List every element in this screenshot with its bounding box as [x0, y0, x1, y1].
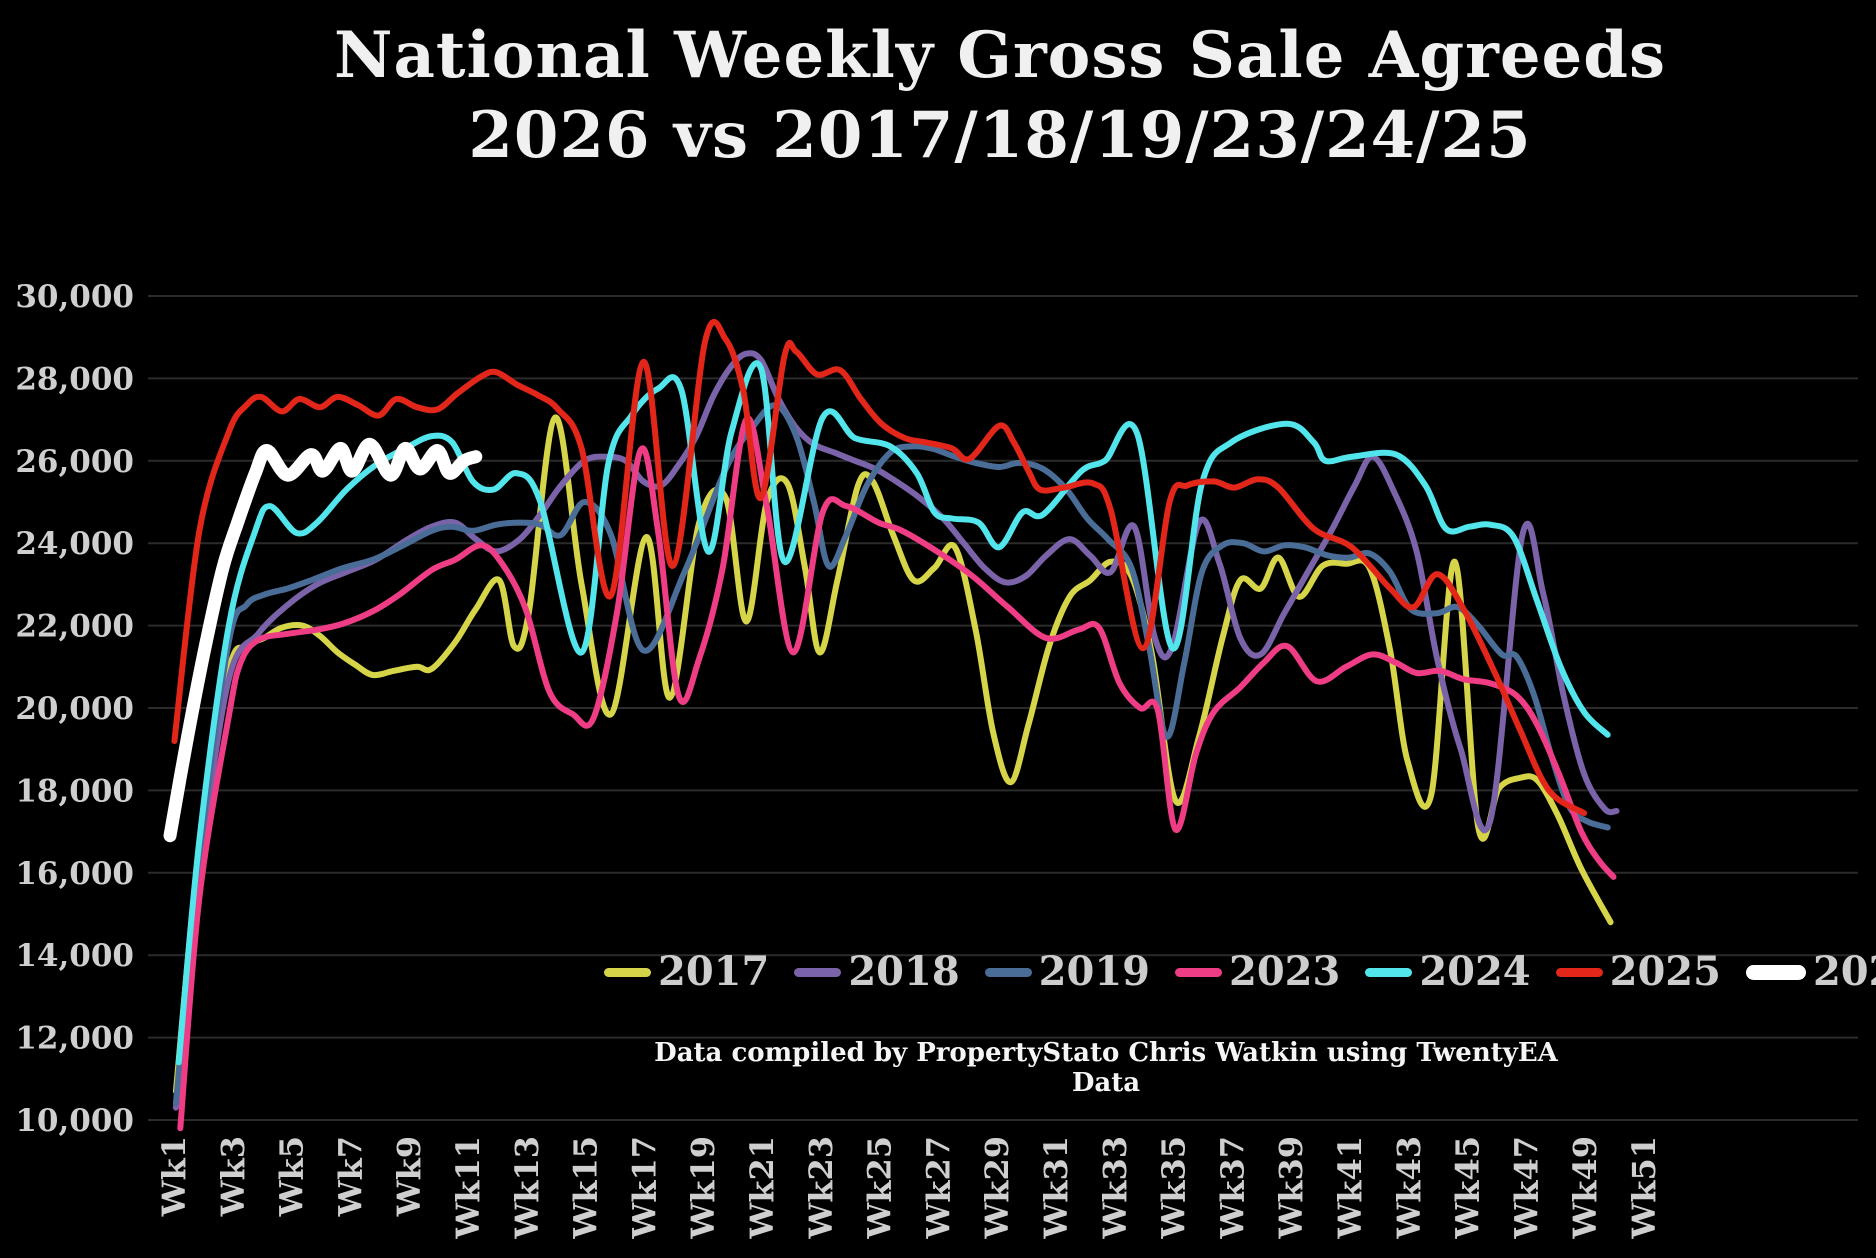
- x-tick-label: Wk21: [743, 1136, 781, 1240]
- chart-title-line1: National Weekly Gross Sale Agreeds: [333, 18, 1667, 93]
- legend-item-2026: 2026: [1745, 948, 1876, 995]
- legend-label-2026: 2026: [1812, 948, 1876, 995]
- y-tick-label: 24,000: [15, 526, 134, 562]
- x-tick-label: Wk9: [390, 1136, 428, 1217]
- x-tick-label: Wk49: [1566, 1136, 1604, 1240]
- y-tick-label: 26,000: [15, 444, 134, 480]
- legend-item-2024: 2024: [1365, 948, 1531, 995]
- x-tick-label: Wk27: [919, 1136, 957, 1240]
- y-tick-label: 16,000: [15, 856, 134, 892]
- legend-swatch-2019: [984, 967, 1032, 977]
- x-tick-label: Wk39: [1272, 1136, 1310, 1240]
- y-tick-label: 22,000: [15, 609, 134, 645]
- legend-item-2017: 2017: [604, 952, 769, 992]
- x-tick-label: Wk19: [684, 1136, 722, 1240]
- legend-label-2023: 2023: [1228, 948, 1341, 995]
- legend-item-2019: 2019: [984, 948, 1150, 995]
- x-tick-label: Wk25: [861, 1136, 899, 1240]
- legend-label-2017: 2017: [658, 948, 770, 995]
- legend-swatch-2026: [1745, 964, 1806, 980]
- series-line-2017: [172, 414, 1614, 1095]
- x-tick-label: Wk47: [1507, 1136, 1545, 1240]
- series-line-2024: [175, 360, 1611, 1066]
- y-tick-label: 20,000: [15, 691, 134, 727]
- legend-item-2023: 2023: [1174, 948, 1341, 995]
- legend-swatch-2025: [1555, 967, 1603, 977]
- legend-swatch-2018: [794, 967, 842, 977]
- x-tick-label: Wk51: [1625, 1136, 1663, 1240]
- series-line-2023: [177, 415, 1617, 1132]
- x-tick-label: Wk33: [1096, 1136, 1134, 1240]
- x-tick-label: Wk37: [1213, 1136, 1251, 1240]
- legend-item-2025: 2025: [1555, 948, 1721, 995]
- legend-swatch-2023: [1174, 967, 1222, 977]
- x-tick-label: Wk11: [449, 1136, 487, 1240]
- x-tick-label: Wk13: [508, 1136, 546, 1240]
- y-tick-label: 10,000: [15, 1103, 134, 1139]
- chart-title-line2: 2026 vs 2017/18/19/23/24/25: [468, 98, 1532, 173]
- legend-label-2025: 2025: [1609, 948, 1721, 995]
- x-tick-label: Wk1: [155, 1136, 193, 1217]
- x-tick-label: Wk41: [1331, 1136, 1369, 1240]
- legend-swatch-2017: [604, 967, 651, 977]
- y-tick-label: 14,000: [15, 938, 134, 974]
- y-tick-label: 28,000: [15, 361, 134, 397]
- series-line-2025: [171, 319, 1588, 817]
- y-tick-label: 18,000: [15, 773, 134, 809]
- x-tick-label: Wk35: [1155, 1136, 1193, 1240]
- data-source-caption: Data compiled by PropertyStato Chris Wat…: [654, 1038, 1558, 1098]
- x-tick-label: Wk5: [273, 1136, 311, 1217]
- x-tick-label: Wk45: [1449, 1136, 1487, 1240]
- legend-item-2018: 2018: [794, 948, 960, 995]
- x-tick-label: Wk29: [978, 1136, 1016, 1240]
- legend-label-2018: 2018: [848, 948, 960, 995]
- x-tick-label: Wk7: [331, 1136, 369, 1217]
- x-tick-label: Wk3: [214, 1136, 252, 1217]
- x-tick-label: Wk31: [1037, 1136, 1075, 1240]
- y-tick-label: 30,000: [15, 279, 134, 315]
- x-tick-label: Wk17: [625, 1136, 663, 1240]
- legend-swatch-2024: [1365, 967, 1413, 977]
- series-line-2019: [172, 402, 1611, 1107]
- x-tick-label: Wk43: [1390, 1136, 1428, 1240]
- chart-title: National Weekly Gross Sale Agreeds 2026 …: [62, 16, 1876, 176]
- x-tick-label: Wk15: [567, 1136, 605, 1240]
- y-tick-label: 12,000: [15, 1021, 134, 1057]
- legend-label-2024: 2024: [1419, 948, 1531, 995]
- chart-legend: 2017201820192023202420252026: [604, 952, 1876, 992]
- x-tick-label: Wk23: [802, 1136, 840, 1240]
- series-line-2026: [163, 437, 483, 843]
- legend-label-2019: 2019: [1038, 948, 1150, 995]
